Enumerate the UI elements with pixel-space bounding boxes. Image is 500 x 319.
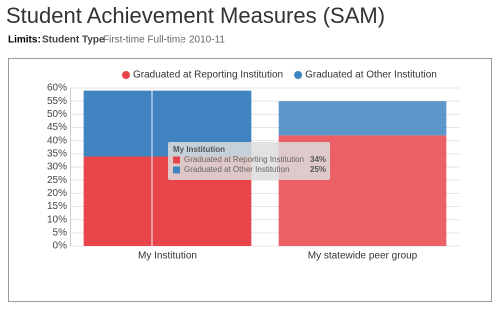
limits-label: Limits:: [8, 35, 41, 46]
y-tick-label: 20%: [47, 188, 67, 199]
page-title: Student Achievement Measures (SAM): [6, 3, 385, 28]
x-tick-label: My statewide peer group: [308, 251, 418, 262]
y-tick-label: 0%: [53, 241, 68, 252]
limits-value: First-time Full-time: [103, 35, 186, 46]
plot: 0% 5% 10% 15% 20% 25% 30% 35% 40% 45% 50% 55% 60% Gra…: [47, 70, 460, 262]
y-tick-label: 5%: [53, 227, 68, 238]
y-tick-label: 55%: [47, 96, 67, 107]
y-tick-label: 30%: [47, 162, 67, 173]
y-tick-label: 15%: [47, 201, 67, 212]
legend-label: Graduated at Reporting Institution: [133, 70, 283, 81]
limits-year: 2010-11: [189, 35, 225, 46]
limits-field: Student Type: [42, 35, 105, 46]
legend-swatch: [122, 71, 130, 79]
tooltip-label: Graduated at Other Institution: [184, 165, 289, 174]
y-tick-label: 40%: [47, 135, 67, 146]
tooltip-value: 34%: [310, 155, 326, 164]
tooltip-box: [168, 142, 330, 180]
tooltip-label: Graduated at Reporting Institution: [184, 155, 304, 164]
legend-swatch: [294, 71, 303, 79]
legend-label: Graduated at Other Institution: [305, 70, 437, 81]
tooltip-value: 25%: [310, 165, 326, 174]
y-tick-label: 60%: [47, 83, 67, 94]
x-tick-label: My Institution: [138, 251, 197, 262]
y-tick-label: 35%: [47, 148, 67, 159]
tooltip-swatch: [173, 166, 180, 174]
y-tick-label: 45%: [47, 122, 67, 133]
chart-frame: [8, 58, 492, 302]
tooltip-swatch: [173, 156, 180, 164]
tooltip-title: My Institution: [173, 145, 225, 154]
y-tick-label: 50%: [47, 109, 67, 120]
bar-segment: [278, 101, 447, 136]
y-tick-label: 25%: [47, 175, 67, 186]
y-tick-label: 10%: [47, 214, 67, 225]
